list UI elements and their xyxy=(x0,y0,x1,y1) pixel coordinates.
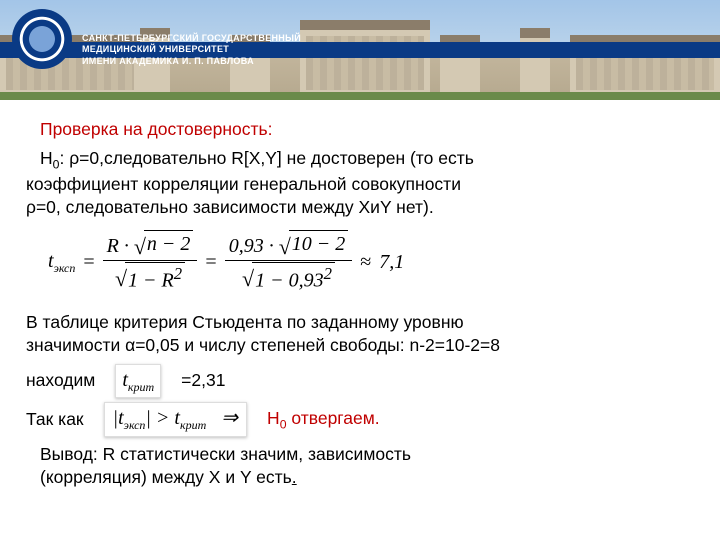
university-logo-icon xyxy=(12,9,72,69)
eq2: = xyxy=(205,249,216,275)
find-label: находим xyxy=(26,369,95,392)
concl-2: (корреляция) между X и Y есть xyxy=(40,467,292,487)
conclusion: Вывод: R статистически значим, зависимос… xyxy=(40,443,694,489)
p1-part1: : ρ=0,следовательно R[X,Y] не достоверен… xyxy=(59,148,473,168)
num1: R · n − 2 xyxy=(103,229,198,260)
p2-line1: В таблице критерия Стьюдента по заданном… xyxy=(26,312,464,332)
reject-text: H0 отвергаем. xyxy=(267,407,380,433)
t-exp-formula: tэксп = R · n − 2 1 − R2 = 0,93 · 10 − 2… xyxy=(48,229,694,295)
concl-dot: . xyxy=(292,467,297,487)
frac-symbolic: R · n − 2 1 − R2 xyxy=(103,229,198,295)
frac-numeric: 0,93 · 10 − 2 1 − 0,932 xyxy=(225,229,353,295)
h0-r: H xyxy=(267,408,280,428)
building-center xyxy=(300,30,430,100)
comparison-row: Так как |tэксп| > tкрит ⇒ H0 отвергаем. xyxy=(26,402,694,437)
find-row: находим tкрит =2,31 xyxy=(26,364,694,399)
t-symbol: tэксп xyxy=(48,248,75,277)
h0-symbol: H xyxy=(40,148,53,168)
eq1: = xyxy=(83,249,94,275)
t-krit-value: =2,31 xyxy=(181,369,225,392)
p1-line2: коэффициент корреляции генеральной совок… xyxy=(26,174,461,194)
reject-word: отвергаем. xyxy=(287,408,380,428)
t-krit-symbol: tкрит xyxy=(115,364,161,399)
concl-1: Вывод: R статистически значим, зависимос… xyxy=(40,444,411,464)
slide-content: Проверка на достоверность: H0: ρ=0,следо… xyxy=(0,100,720,489)
num2: 0,93 · 10 − 2 xyxy=(225,229,353,260)
hypothesis-paragraph: H0: ρ=0,следовательно R[X,Y] не достовер… xyxy=(26,147,694,219)
university-name: САНКТ-ПЕТЕРБУРГСКИЙ ГОСУДАРСТВЕННЫЙ МЕДИ… xyxy=(82,33,301,67)
so-label: Так как xyxy=(26,408,84,431)
comparison-box: |tэксп| > tкрит ⇒ xyxy=(104,402,247,437)
p2-line2: значимости α=0,05 и числу степеней свобо… xyxy=(26,335,500,355)
uni-line2: МЕДИЦИНСКИЙ УНИВЕРСИТЕТ xyxy=(82,44,301,55)
section-title: Проверка на достоверность: xyxy=(40,118,694,141)
approx: ≈ xyxy=(360,249,371,275)
grass-strip xyxy=(0,92,720,100)
uni-line1: САНКТ-ПЕТЕРБУРГСКИЙ ГОСУДАРСТВЕННЫЙ xyxy=(82,33,301,44)
den1: 1 − R2 xyxy=(111,261,189,295)
slide-header: САНКТ-ПЕТЕРБУРГСКИЙ ГОСУДАРСТВЕННЫЙ МЕДИ… xyxy=(0,0,720,100)
blue-stripe: САНКТ-ПЕТЕРБУРГСКИЙ ГОСУДАРСТВЕННЫЙ МЕДИ… xyxy=(0,42,720,58)
t-result: 7,1 xyxy=(379,249,404,275)
den2: 1 − 0,932 xyxy=(238,261,339,295)
h0-r-sub: 0 xyxy=(280,417,287,431)
uni-line3: ИМЕНИ АКАДЕМИКА И. П. ПАВЛОВА xyxy=(82,56,301,67)
p1-line3: ρ=0, следовательно зависимости между XиY… xyxy=(26,197,434,217)
student-table-paragraph: В таблице критерия Стьюдента по заданном… xyxy=(26,311,694,357)
